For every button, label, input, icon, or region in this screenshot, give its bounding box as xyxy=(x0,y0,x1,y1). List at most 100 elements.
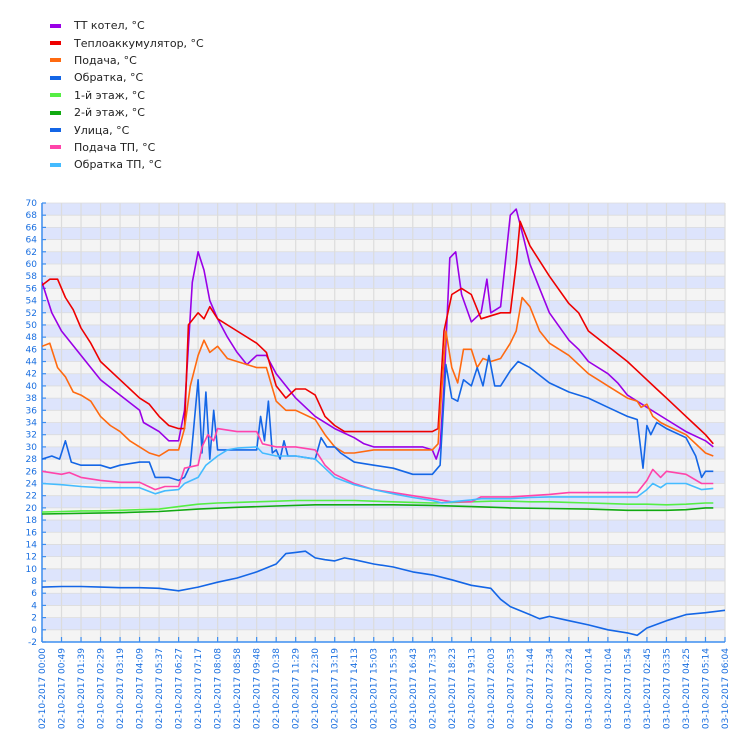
y-tick-label: 38 xyxy=(26,394,38,404)
y-tick-label: 22 xyxy=(26,492,37,502)
y-tick-label: 44 xyxy=(26,358,38,368)
x-tick-label: 02-10-2017 00:49 xyxy=(58,648,68,729)
grid-band xyxy=(42,568,725,582)
grid-band xyxy=(42,312,725,325)
y-tick-label: 46 xyxy=(26,345,38,355)
grid-band xyxy=(42,507,725,521)
series-line xyxy=(42,503,714,515)
y-tick-label: 8 xyxy=(31,577,37,587)
y-tick-label: 14 xyxy=(26,540,38,550)
x-tick-label: 02-10-2017 22:34 xyxy=(545,648,555,729)
series-line xyxy=(42,354,714,482)
grid-band xyxy=(42,544,725,557)
legend-label: ТТ котел, °C xyxy=(74,19,145,33)
y-tick-label: 16 xyxy=(26,528,38,538)
x-tick-label: 03-10-2017 01:04 xyxy=(604,648,614,729)
grid-band xyxy=(42,373,725,386)
y-tick-label: 30 xyxy=(26,443,38,453)
legend-swatch-icon xyxy=(50,58,61,63)
legend-label: Обратка, °C xyxy=(74,71,144,85)
x-tick-label: 02-10-2017 07:17 xyxy=(194,648,204,729)
legend-swatch-icon xyxy=(50,93,61,98)
y-tick-label: 70 xyxy=(26,199,38,209)
legend-swatch-icon xyxy=(50,75,61,80)
x-tick-label: 02-10-2017 11:29 xyxy=(292,648,302,729)
y-tick-label: 58 xyxy=(26,272,38,282)
y-tick-label: 10 xyxy=(26,565,38,575)
x-tick-label: 02-10-2017 13:19 xyxy=(331,648,341,729)
grid-band xyxy=(42,593,725,606)
grid-band xyxy=(42,300,725,313)
x-tick-label: 02-10-2017 19:13 xyxy=(467,648,477,729)
x-tick-label: 02-10-2017 21:44 xyxy=(526,648,536,729)
legend-label: Теплоаккумулятор, °C xyxy=(74,36,204,50)
grid-band xyxy=(42,410,725,423)
x-tick-label: 02-10-2017 08:58 xyxy=(233,648,243,729)
y-tick-label: 64 xyxy=(26,236,38,246)
legend-item[interactable]: 1-й этаж, °C xyxy=(50,87,204,104)
y-tick-label: 32 xyxy=(26,431,37,441)
grid-band xyxy=(42,434,725,447)
legend-item[interactable]: ТТ котел, °C xyxy=(50,17,204,34)
legend-swatch-icon xyxy=(50,41,61,46)
grid-band xyxy=(42,324,725,338)
series-line xyxy=(42,220,714,445)
x-tick-label: 02-10-2017 01:39 xyxy=(77,648,87,729)
y-tick-label: 6 xyxy=(31,589,37,599)
y-tick-label: 50 xyxy=(26,321,38,331)
legend-item[interactable]: Подача, °C xyxy=(50,52,204,69)
y-tick-label: 40 xyxy=(26,382,38,392)
grid-band xyxy=(42,276,725,289)
series-line xyxy=(42,550,725,637)
x-tick-label: 02-10-2017 09:48 xyxy=(253,648,263,729)
legend-swatch-icon xyxy=(50,110,61,115)
y-tick-label: 52 xyxy=(26,309,37,319)
x-tick-label: 02-10-2017 15:53 xyxy=(389,648,399,729)
grid-band xyxy=(42,288,725,301)
grid-band xyxy=(42,629,725,642)
legend-swatch-icon xyxy=(50,23,61,28)
grid-band xyxy=(42,337,725,350)
x-tick-label: 03-10-2017 02:45 xyxy=(643,648,653,729)
y-tick-label: 60 xyxy=(26,260,38,270)
grid-band xyxy=(42,605,725,618)
legend-label: Обратка ТП, °C xyxy=(74,158,162,172)
x-tick-label: 02-10-2017 17:33 xyxy=(428,648,438,729)
legend-label: Улица, °C xyxy=(74,123,130,137)
grid-band xyxy=(42,251,725,264)
x-tick-label: 02-10-2017 15:03 xyxy=(370,648,380,729)
y-tick-label: 48 xyxy=(26,333,38,343)
legend-item[interactable]: Обратка ТП, °C xyxy=(50,156,204,173)
series-line xyxy=(42,208,714,460)
x-tick-label: 02-10-2017 06:27 xyxy=(175,648,185,729)
legend-label: 2-й этаж, °C xyxy=(74,106,145,120)
legend-item[interactable]: Теплоаккумулятор, °C xyxy=(50,34,204,51)
grid-band xyxy=(42,471,725,484)
legend-item[interactable]: Улица, °C xyxy=(50,121,204,138)
y-tick-label: 54 xyxy=(26,297,38,307)
x-tick-label: 03-10-2017 06:04 xyxy=(721,648,731,729)
y-tick-label: 4 xyxy=(31,601,37,611)
x-tick-label: 02-10-2017 18:23 xyxy=(448,648,458,729)
grid-band xyxy=(42,532,725,545)
grid-band xyxy=(42,446,725,460)
x-tick-label: 03-10-2017 00:14 xyxy=(584,648,594,729)
legend-swatch-icon xyxy=(50,128,61,133)
x-tick-label: 02-10-2017 20:53 xyxy=(506,648,516,729)
grid-band xyxy=(42,556,725,569)
grid-band xyxy=(42,459,725,472)
x-tick-label: 02-10-2017 23:24 xyxy=(565,648,575,729)
x-tick-label: 02-10-2017 14:13 xyxy=(350,648,360,729)
legend-item[interactable]: 2-й этаж, °C xyxy=(50,104,204,121)
x-tick-label: 03-10-2017 01:54 xyxy=(623,648,633,729)
y-tick-label: 36 xyxy=(26,406,38,416)
series-line xyxy=(42,427,714,503)
x-tick-label: 02-10-2017 00:00 xyxy=(38,648,48,729)
y-tick-label: 20 xyxy=(26,504,38,514)
x-tick-label: 03-10-2017 03:35 xyxy=(662,648,672,729)
y-tick-label: 28 xyxy=(26,455,38,465)
grid-band xyxy=(42,227,725,240)
legend-item[interactable]: Обратка, °C xyxy=(50,69,204,86)
legend-item[interactable]: Подача ТП, °C xyxy=(50,139,204,156)
